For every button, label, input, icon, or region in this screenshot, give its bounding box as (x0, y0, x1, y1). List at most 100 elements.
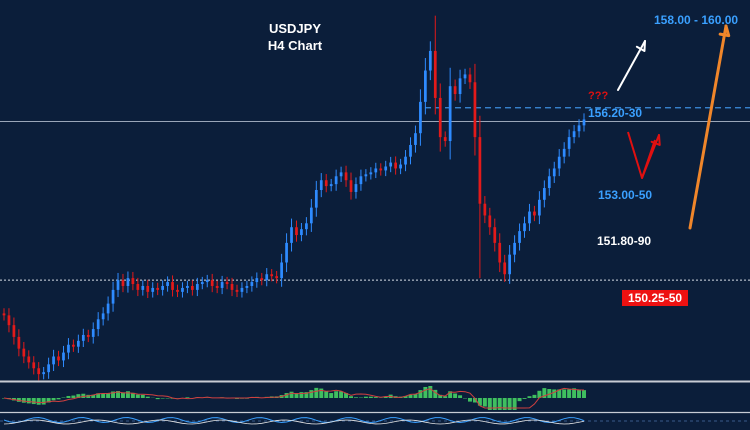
oscillator-bar (130, 392, 135, 398)
candle-body (161, 285, 164, 290)
support-1-label: 153.00-50 (598, 188, 653, 202)
candle-body (27, 356, 31, 363)
oscillator-bar (16, 398, 21, 402)
candle-body (354, 184, 358, 192)
candle-body (72, 344, 75, 347)
oscillator-bar (185, 397, 190, 398)
oscillator-bar (56, 398, 61, 400)
candle-body (463, 74, 467, 79)
orange-up-arrow (688, 24, 728, 230)
oscillator-bar (567, 389, 572, 398)
candle-body (404, 156, 407, 165)
oscillator-bar (497, 398, 502, 410)
oscillator-bar (448, 391, 453, 398)
candle-body (513, 242, 516, 255)
oscillator-bar (304, 392, 309, 398)
candle-body (300, 229, 303, 236)
oscillator-bar (443, 396, 448, 398)
oscillator-bar (41, 398, 46, 405)
red-rebound-arrow (641, 134, 660, 179)
oscillator-bar (363, 396, 368, 398)
candle-body (414, 133, 417, 145)
lower-osc-line-2 (3, 419, 585, 425)
candle-body (52, 356, 55, 365)
candle-body (562, 148, 566, 157)
candle-body (91, 329, 95, 337)
oscillator-bar (353, 397, 358, 398)
candle-body (186, 285, 189, 288)
oscillator-bar (472, 398, 477, 403)
candle-body (220, 282, 224, 288)
candle-body (374, 168, 378, 173)
oscillator-bar (577, 389, 582, 398)
oscillator-bar (160, 398, 165, 399)
chart-title: USDJPY (268, 21, 322, 36)
candle-body (255, 278, 259, 283)
candle-body (503, 262, 507, 275)
oscillator-bar (66, 395, 71, 398)
oscillator-bar (487, 398, 492, 410)
support-3-badge: 150.25-50 (622, 290, 689, 306)
candle-body (2, 313, 6, 316)
oscillator-bar (492, 398, 497, 410)
candle-body (369, 172, 373, 175)
support-2-label: 151.80-90 (597, 234, 652, 248)
oscillator-bar (339, 391, 344, 398)
candle-body (295, 227, 298, 236)
oscillator-bar (383, 396, 388, 398)
oscillator-bar (368, 396, 373, 398)
candle-body (205, 280, 209, 283)
oscillator-bar (458, 395, 463, 398)
candle-body (538, 199, 541, 216)
oscillator-bar (46, 398, 51, 403)
oscillator-bar (423, 386, 428, 398)
candle-body (200, 282, 204, 285)
oscillator-bar (547, 389, 552, 398)
candle-body (265, 274, 269, 281)
candle-body (424, 70, 427, 102)
candle-body (453, 86, 457, 95)
oscillator-bar (51, 398, 56, 401)
oscillator-bar (314, 387, 319, 398)
oscillator-bar (319, 388, 324, 398)
oscillator-bar (502, 398, 507, 410)
candle-body (572, 131, 576, 138)
white-up-arrow-head (635, 40, 646, 52)
oscillator-bar (477, 398, 482, 406)
oscillator-bar (512, 398, 517, 410)
candle-body (146, 285, 150, 292)
candle-body (364, 174, 368, 177)
candle-body (577, 125, 581, 132)
oscillator-bar (537, 390, 542, 398)
oscillator-bar (71, 395, 76, 398)
candle-body (389, 162, 393, 167)
candle-body (141, 285, 145, 290)
oscillator-bar (373, 397, 378, 398)
candle-body (215, 285, 219, 288)
candle-body (240, 287, 244, 292)
oscillator-bar (294, 393, 299, 398)
red-rebound-arrow-head (650, 134, 661, 146)
candle-body (309, 207, 313, 224)
candle-body (542, 188, 546, 200)
candle-body (156, 287, 160, 290)
candle-body (528, 211, 531, 224)
oscillator-bar (116, 391, 120, 398)
candle-body (329, 184, 333, 187)
oscillator-bar (349, 396, 353, 398)
target-high-label: 158.00 - 160.00 (654, 13, 739, 27)
candle-body (62, 352, 65, 361)
candle-body (37, 368, 41, 375)
candle-body (290, 227, 293, 243)
candle-body (433, 50, 437, 98)
oscillator-bar (453, 393, 458, 398)
chart-subtitle: H4 Chart (267, 38, 323, 53)
candle-body (285, 242, 288, 263)
oscillator-bar (289, 391, 294, 398)
candle-body (121, 280, 125, 286)
oscillator-bar (532, 394, 537, 398)
oscillator-bar (21, 398, 26, 403)
oscillator-bar (468, 398, 472, 402)
candle-body (136, 284, 140, 290)
oscillator-bar (408, 394, 413, 398)
